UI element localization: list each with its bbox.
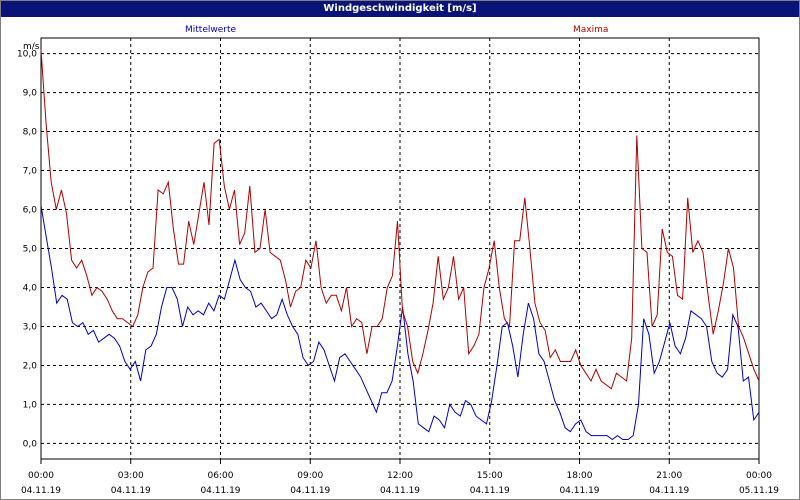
x-tick-time: 00:00 xyxy=(28,471,54,481)
y-tick-label: 4,0 xyxy=(23,283,38,293)
x-tick-date: 04.11.19 xyxy=(200,486,240,496)
x-tick-date: 04.11.19 xyxy=(111,486,151,496)
x-tick-time: 06:00 xyxy=(208,471,234,481)
y-tick-label: 3,0 xyxy=(23,322,38,332)
y-tick-label: 5,0 xyxy=(23,245,38,255)
x-tick-date: 04.11.19 xyxy=(559,486,599,496)
series-line-mittelwerte xyxy=(40,205,760,441)
y-tick-label: 10,0 xyxy=(17,50,37,60)
y-tick-label: 6,0 xyxy=(23,206,38,216)
x-tick-time: 18:00 xyxy=(567,471,593,481)
x-tick-time: 12:00 xyxy=(387,471,413,481)
y-tick-label: 9,0 xyxy=(23,89,38,99)
x-tick-date: 04.11.19 xyxy=(290,486,330,496)
x-tick-time: 09:00 xyxy=(297,471,323,481)
series-line-maxima xyxy=(40,49,760,390)
legend-maxima: Maxima xyxy=(573,25,609,35)
legend-mittelwerte: Mittelwerte xyxy=(185,25,237,35)
x-tick-date: 04.11.19 xyxy=(470,486,510,496)
y-tick-label: 0,0 xyxy=(23,439,38,449)
y-tick-label: 1,0 xyxy=(23,400,38,410)
x-tick-time: 21:00 xyxy=(656,471,682,481)
x-tick-date: 04.11.19 xyxy=(649,486,689,496)
y-tick-label: 2,0 xyxy=(23,361,38,371)
x-tick-date: 04.11.19 xyxy=(21,486,61,496)
y-tick-label: 8,0 xyxy=(23,128,38,138)
x-tick-date: 05.11.19 xyxy=(739,486,779,496)
x-tick-time: 15:00 xyxy=(477,471,503,481)
y-tick-label: 7,0 xyxy=(23,167,38,177)
x-tick-time: 00:00 xyxy=(746,471,772,481)
chart-title: Windgeschwindigkeit [m/s] xyxy=(1,1,799,17)
y-axis-unit: m/s xyxy=(23,42,40,52)
x-tick-time: 03:00 xyxy=(118,471,144,481)
x-tick-date: 04.11.19 xyxy=(380,486,420,496)
